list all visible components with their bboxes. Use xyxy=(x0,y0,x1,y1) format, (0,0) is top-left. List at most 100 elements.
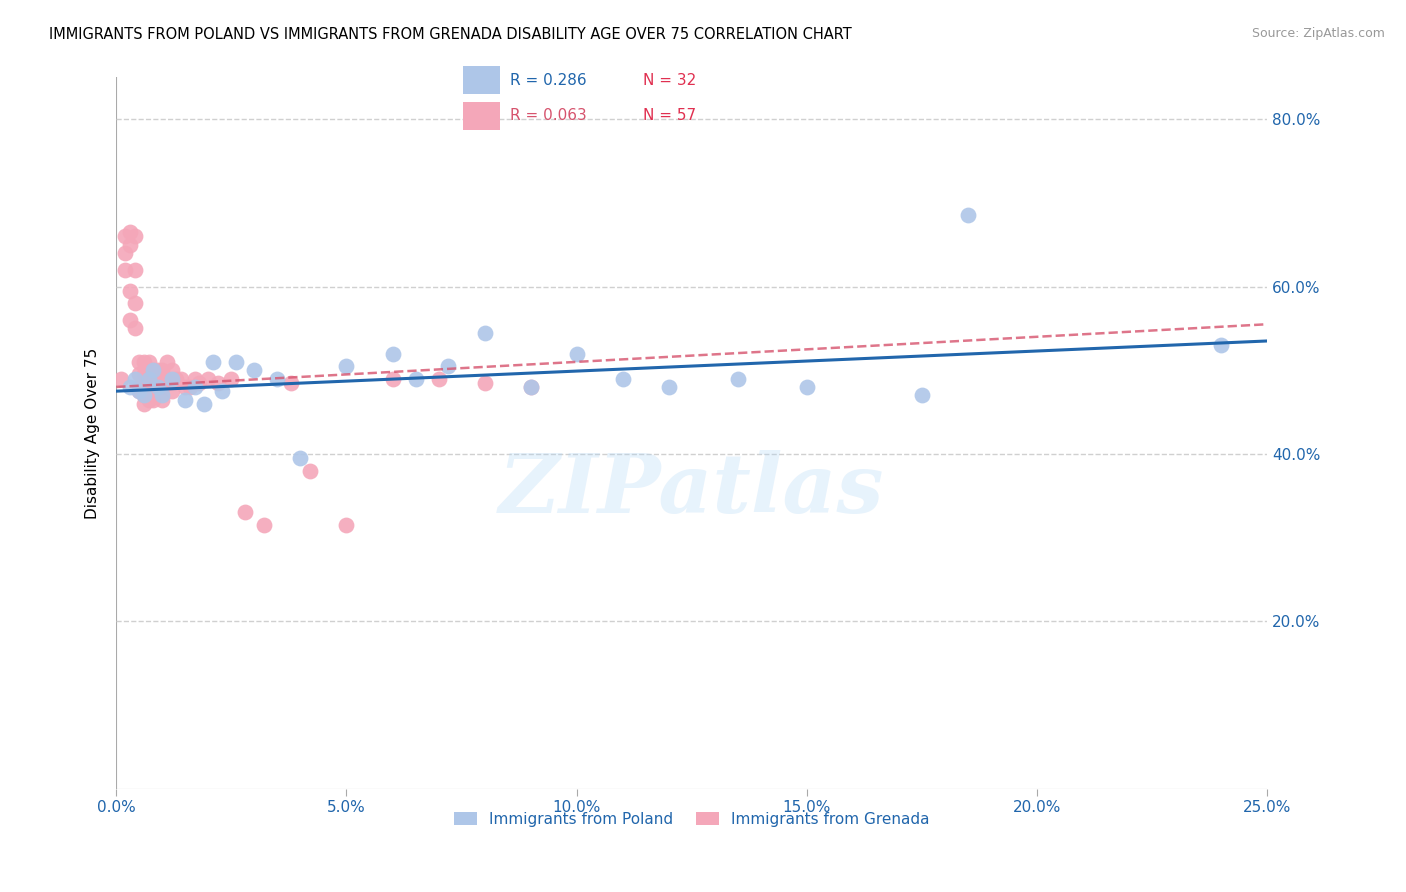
Point xyxy=(165,371,187,385)
Point xyxy=(183,371,205,385)
Point xyxy=(160,384,183,399)
Point xyxy=(138,392,160,407)
Point xyxy=(142,371,165,385)
Point xyxy=(138,380,160,394)
Point xyxy=(427,371,450,385)
Point xyxy=(612,371,634,385)
Point xyxy=(114,263,136,277)
Point xyxy=(132,397,155,411)
Point xyxy=(565,346,588,360)
Point xyxy=(128,384,150,399)
Point xyxy=(124,371,146,385)
Point xyxy=(114,229,136,244)
Point xyxy=(146,380,169,394)
Bar xyxy=(463,66,501,95)
Point xyxy=(146,380,169,394)
Point xyxy=(124,229,146,244)
Point xyxy=(124,263,146,277)
Point xyxy=(519,380,541,394)
Point xyxy=(120,225,142,239)
Point xyxy=(405,371,427,385)
Point xyxy=(160,363,183,377)
Point xyxy=(335,518,357,533)
Point xyxy=(120,380,142,394)
Point xyxy=(132,368,155,382)
Point xyxy=(188,376,211,390)
Point xyxy=(128,368,150,382)
Point xyxy=(225,355,247,369)
Point xyxy=(658,380,681,394)
Legend: Immigrants from Poland, Immigrants from Grenada: Immigrants from Poland, Immigrants from … xyxy=(446,804,938,834)
Point xyxy=(114,246,136,260)
Point xyxy=(381,346,404,360)
Point xyxy=(132,355,155,369)
Text: N = 32: N = 32 xyxy=(643,73,696,88)
Point xyxy=(142,363,165,377)
Point xyxy=(120,237,142,252)
Point xyxy=(174,380,197,394)
Point xyxy=(128,380,150,394)
Point xyxy=(727,371,749,385)
Text: R = 0.063: R = 0.063 xyxy=(509,108,586,123)
Point xyxy=(197,371,219,385)
Point xyxy=(146,363,169,377)
Point xyxy=(436,359,458,373)
Point xyxy=(221,371,243,385)
Point xyxy=(174,392,197,407)
Point xyxy=(150,371,173,385)
Point xyxy=(233,506,256,520)
Point xyxy=(298,464,321,478)
Point xyxy=(124,321,146,335)
Point xyxy=(183,380,205,394)
Point xyxy=(128,384,150,399)
Point xyxy=(335,359,357,373)
Point xyxy=(138,355,160,369)
Text: ZIPatlas: ZIPatlas xyxy=(499,450,884,530)
Point xyxy=(796,380,818,394)
Point xyxy=(201,355,224,369)
Point xyxy=(243,363,266,377)
Point xyxy=(211,384,233,399)
Point xyxy=(290,451,312,466)
Point xyxy=(142,380,165,394)
Point xyxy=(474,376,496,390)
Y-axis label: Disability Age Over 75: Disability Age Over 75 xyxy=(86,347,100,518)
Point xyxy=(207,376,229,390)
Point xyxy=(252,518,274,533)
Bar xyxy=(463,103,501,130)
Point xyxy=(911,388,934,402)
Point xyxy=(124,296,146,310)
Point xyxy=(138,371,160,385)
Point xyxy=(142,363,165,377)
Point xyxy=(150,392,173,407)
Point xyxy=(132,380,155,394)
Point xyxy=(128,355,150,369)
Point xyxy=(156,371,179,385)
Point xyxy=(156,355,179,369)
Point xyxy=(132,388,155,402)
Point xyxy=(474,326,496,340)
Text: N = 57: N = 57 xyxy=(643,108,696,123)
Point xyxy=(519,380,541,394)
Point xyxy=(138,368,160,382)
Point xyxy=(120,284,142,298)
Point xyxy=(110,371,132,385)
Point xyxy=(193,397,215,411)
Point xyxy=(132,388,155,402)
Point xyxy=(170,371,193,385)
Text: Source: ZipAtlas.com: Source: ZipAtlas.com xyxy=(1251,27,1385,40)
Point xyxy=(150,380,173,394)
Point xyxy=(957,209,980,223)
Text: IMMIGRANTS FROM POLAND VS IMMIGRANTS FROM GRENADA DISABILITY AGE OVER 75 CORRELA: IMMIGRANTS FROM POLAND VS IMMIGRANTS FRO… xyxy=(49,27,852,42)
Point xyxy=(179,380,201,394)
Point xyxy=(150,388,173,402)
Point xyxy=(142,392,165,407)
Point xyxy=(150,363,173,377)
Point xyxy=(381,371,404,385)
Point xyxy=(1211,338,1233,352)
Point xyxy=(120,313,142,327)
Point xyxy=(160,371,183,385)
Point xyxy=(266,371,288,385)
Text: R = 0.286: R = 0.286 xyxy=(509,73,586,88)
Point xyxy=(280,376,302,390)
